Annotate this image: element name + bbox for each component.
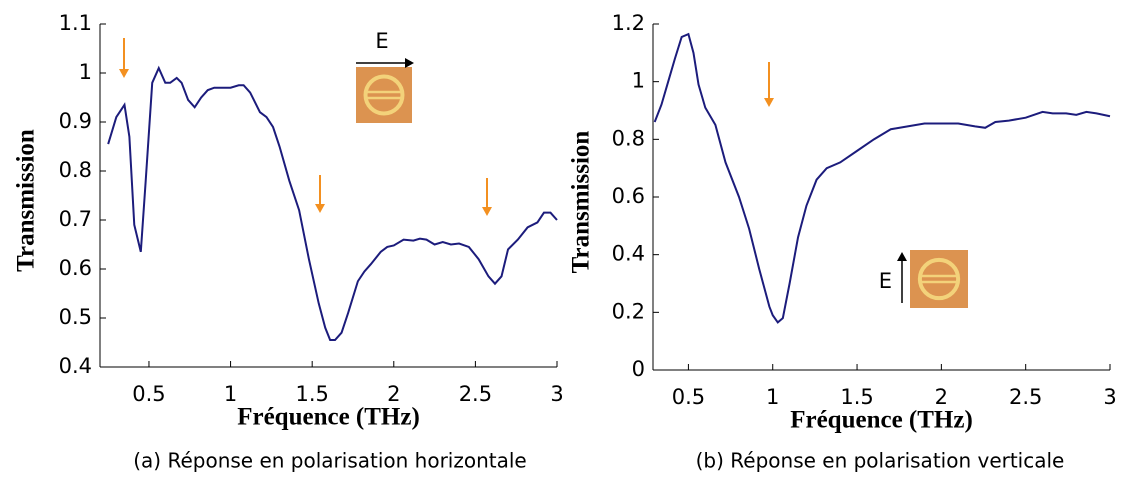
y-axis-label: Transmission: [13, 129, 40, 272]
y-tick-label: 0.8: [59, 158, 92, 182]
y-tick-label: 0.6: [59, 256, 92, 280]
x-tick-label: 2: [387, 382, 400, 406]
y-tick-label: 0.6: [612, 184, 645, 208]
inset-ring: [363, 74, 405, 116]
y-tick-label: 0.8: [612, 126, 645, 150]
y-tick-label: 1: [79, 60, 92, 84]
field-arrow-head: [405, 58, 414, 68]
data-line: [653, 32, 1111, 324]
x-tick-label: 2.5: [459, 382, 492, 406]
y-axis-label: Transmission: [568, 131, 595, 274]
marker-arrow-head: [482, 207, 492, 216]
x-tick-label: 0.5: [672, 385, 705, 409]
field-arrow-head: [897, 252, 907, 261]
y-tick-label: 0.2: [612, 299, 645, 323]
y-tick-label: 1.1: [59, 11, 92, 35]
field-label: E: [879, 269, 892, 293]
x-axis-label: Fréquence (THz): [237, 404, 420, 431]
x-tick-label: 1.5: [840, 385, 873, 409]
field-label: E: [375, 29, 388, 53]
marker-arrow-head: [119, 69, 129, 78]
inset-ring: [917, 257, 961, 301]
y-tick-label: 0.4: [59, 354, 92, 378]
y-tick-label: 0.5: [59, 305, 92, 329]
marker-arrow-head: [315, 204, 325, 213]
x-tick-label: 0.5: [132, 382, 165, 406]
x-tick-label: 1.5: [295, 382, 328, 406]
y-tick-label: 0: [632, 357, 645, 381]
y-tick-label: 0.4: [612, 242, 645, 266]
x-tick-label: 1: [224, 382, 237, 406]
x-tick-label: 3: [1103, 385, 1116, 409]
data-line: [107, 65, 558, 342]
x-axis-label: Fréquence (THz): [790, 407, 973, 434]
y-tick-label: 1.2: [612, 11, 645, 35]
x-tick-label: 3: [550, 382, 563, 406]
caption: (b) Réponse en polarisation verticale: [696, 449, 1065, 473]
x-tick-label: 2: [935, 385, 948, 409]
y-tick-label: 1: [632, 69, 645, 93]
caption: (a) Réponse en polarisation horizontale: [133, 449, 526, 473]
marker-arrow-head: [764, 98, 774, 107]
x-tick-label: 2.5: [1009, 385, 1042, 409]
y-tick-label: 0.9: [59, 109, 92, 133]
y-tick-label: 0.7: [59, 207, 92, 231]
x-tick-label: 1: [766, 385, 779, 409]
